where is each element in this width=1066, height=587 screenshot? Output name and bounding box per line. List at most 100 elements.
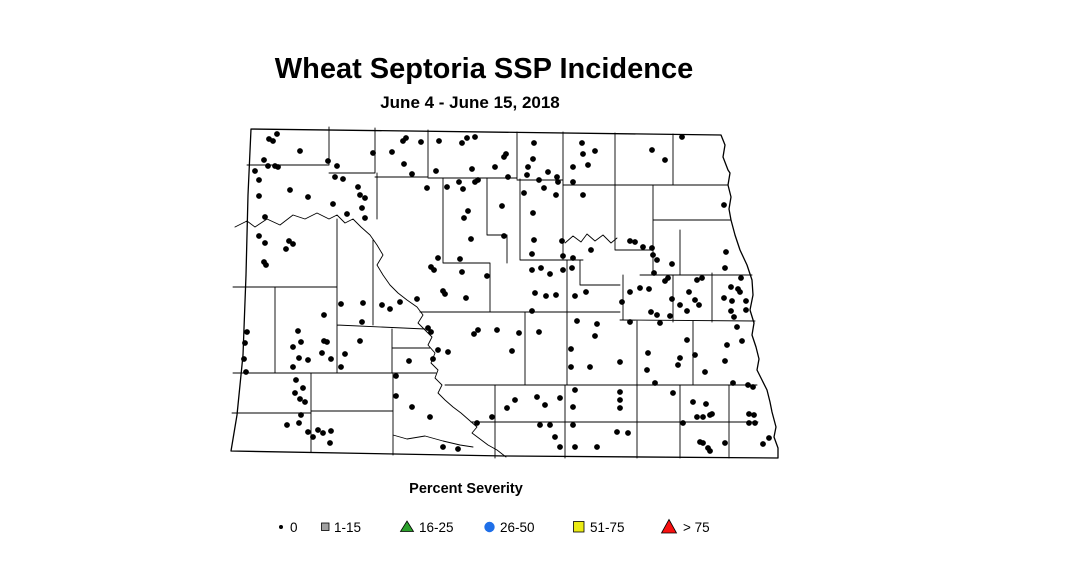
- survey-point: [344, 211, 350, 217]
- legend-item-label: 16-25: [419, 520, 454, 535]
- legend-item-1: 1-15: [321, 520, 361, 535]
- survey-point: [435, 255, 441, 261]
- survey-point: [632, 239, 638, 245]
- survey-point: [241, 356, 247, 362]
- survey-point: [409, 171, 415, 177]
- survey-point: [553, 292, 559, 298]
- survey-point: [743, 307, 749, 313]
- survey-point: [327, 440, 333, 446]
- survey-point: [359, 205, 365, 211]
- survey-point: [516, 330, 522, 336]
- survey-point: [459, 140, 465, 146]
- survey-point: [684, 337, 690, 343]
- survey-point: [275, 164, 281, 170]
- survey-point: [529, 251, 535, 257]
- survey-point: [570, 404, 576, 410]
- survey-point: [547, 422, 553, 428]
- survey-point: [579, 140, 585, 146]
- survey-point: [427, 414, 433, 420]
- survey-point: [340, 176, 346, 182]
- survey-point: [648, 309, 654, 315]
- survey-point: [679, 134, 685, 140]
- survey-point: [445, 349, 451, 355]
- survey-point: [696, 302, 702, 308]
- survey-point: [456, 179, 462, 185]
- survey-point: [684, 308, 690, 314]
- survey-point: [475, 327, 481, 333]
- survey-point: [677, 302, 683, 308]
- survey-point: [665, 275, 671, 281]
- survey-point: [290, 241, 296, 247]
- survey-point: [737, 289, 743, 295]
- survey-point: [722, 265, 728, 271]
- survey-point: [262, 240, 268, 246]
- survey-point: [530, 156, 536, 162]
- survey-point: [494, 327, 500, 333]
- survey-point: [430, 356, 436, 362]
- survey-point: [287, 187, 293, 193]
- survey-point: [699, 275, 705, 281]
- survey-point: [587, 364, 593, 370]
- survey-point: [545, 169, 551, 175]
- survey-point: [637, 285, 643, 291]
- survey-point: [654, 257, 660, 263]
- survey-point: [692, 297, 698, 303]
- survey-point: [585, 162, 591, 168]
- survey-point: [512, 397, 518, 403]
- legend-item-5: > 75: [660, 518, 710, 535]
- survey-point: [302, 399, 308, 405]
- chart-subtitle: June 4 - June 15, 2018: [380, 93, 560, 112]
- survey-point: [401, 161, 407, 167]
- survey-point: [700, 414, 706, 420]
- legend-item-label: 1-15: [334, 520, 361, 535]
- legend-item-label: 26-50: [500, 520, 535, 535]
- survey-point: [675, 362, 681, 368]
- survey-point: [492, 164, 498, 170]
- survey-point: [572, 293, 578, 299]
- survey-point: [459, 269, 465, 275]
- survey-point: [431, 267, 437, 273]
- survey-point: [728, 284, 734, 290]
- survey-point: [542, 402, 548, 408]
- survey-point: [657, 320, 663, 326]
- survey-point: [617, 359, 623, 365]
- survey-point: [328, 356, 334, 362]
- survey-point: [418, 139, 424, 145]
- survey-point: [324, 339, 330, 345]
- survey-point: [403, 135, 409, 141]
- survey-point: [504, 405, 510, 411]
- legend-item-label: > 75: [683, 520, 710, 535]
- survey-point: [617, 405, 623, 411]
- survey-point: [627, 289, 633, 295]
- survey-point: [692, 352, 698, 358]
- survey-point: [263, 262, 269, 268]
- survey-point: [557, 395, 563, 401]
- county-boundaries-center: [376, 172, 756, 459]
- survey-point: [697, 439, 703, 445]
- survey-point: [686, 289, 692, 295]
- survey-point: [555, 179, 561, 185]
- survey-point: [444, 184, 450, 190]
- survey-point: [594, 321, 600, 327]
- survey-point: [560, 267, 566, 273]
- survey-point: [436, 138, 442, 144]
- survey-point: [252, 168, 258, 174]
- survey-point: [570, 422, 576, 428]
- survey-point: [284, 422, 290, 428]
- survey-point: [315, 427, 321, 433]
- survey-point: [547, 271, 553, 277]
- missouri-river-boundary: [234, 212, 507, 458]
- survey-point: [465, 208, 471, 214]
- survey-point: [752, 420, 758, 426]
- survey-point: [360, 300, 366, 306]
- survey-point: [645, 350, 651, 356]
- survey-point: [295, 328, 301, 334]
- survey-point: [750, 384, 756, 390]
- survey-point: [474, 420, 480, 426]
- survey-point: [357, 192, 363, 198]
- survey-point: [524, 172, 530, 178]
- survey-point: [568, 346, 574, 352]
- survey-point: [409, 404, 415, 410]
